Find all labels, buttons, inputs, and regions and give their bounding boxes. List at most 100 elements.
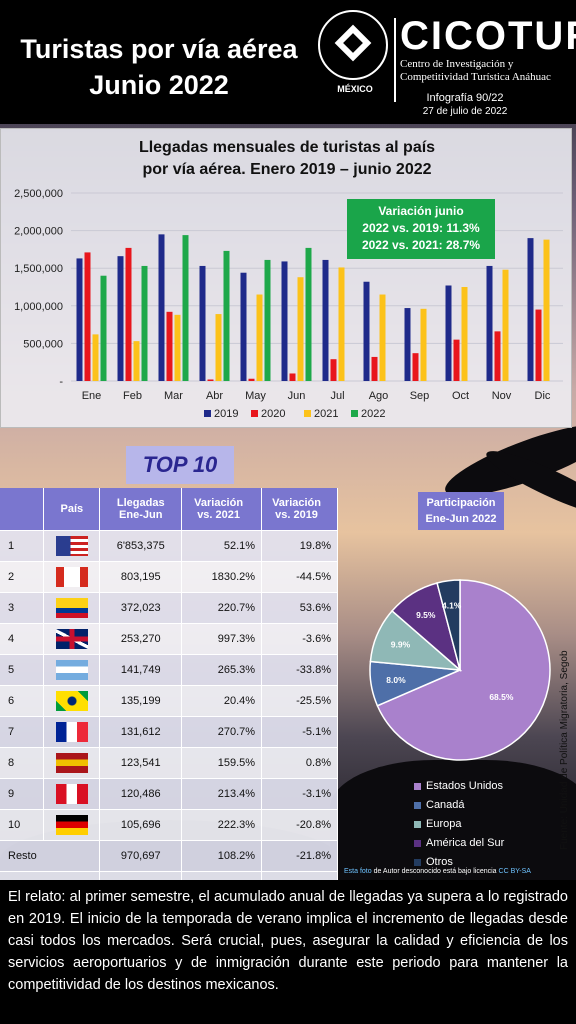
legend-item: Canadá [414, 799, 465, 811]
variation-title: Variación junio [378, 204, 464, 218]
narrative-text: El relato: al primer semestre, el acumul… [0, 880, 576, 1024]
pie-value-label: 4.1% [442, 601, 462, 611]
arrivals-cell: 131,612 [99, 716, 183, 748]
table-row: 8 123,541 159.5% 0.8% [0, 747, 338, 779]
var-2019-cell: -3.1% [261, 778, 338, 810]
brand-subtitle: Centro de Investigación y [400, 58, 514, 70]
legend-swatch [204, 410, 211, 417]
x-tick-label: Mar [164, 390, 183, 402]
table-row: 2 803,195 1830.2% -44.5% [0, 561, 338, 593]
pie-value-label: 68.5% [489, 692, 514, 702]
brand-logo: CICOTUR [400, 14, 576, 58]
monthly-arrivals-chart: - 500,000 1,000,000 1,500,000 2,000,000 2,500… [0, 128, 572, 428]
rank-cell: 9 [0, 778, 45, 810]
bar-2019-Nov [486, 265, 493, 381]
legend-swatch [414, 858, 421, 866]
share-pie-chart: 68.5% 8.0% 9.9% 9.5% 4.1% [369, 579, 551, 761]
x-tick-label: Sep [410, 390, 430, 402]
bar-2021-Abr [215, 314, 222, 381]
x-tick-label: Nov [492, 390, 512, 402]
flag-cell [43, 654, 101, 686]
rank-cell: 6 [0, 685, 45, 717]
var-2019-cell: -20.8% [261, 809, 338, 841]
var-2019-cell: -3.6% [261, 623, 338, 655]
variation-callout: Variación junio 2022 vs. 2019: 11.3% 202… [347, 199, 495, 259]
legend-swatch [351, 410, 358, 417]
header-cell [0, 488, 45, 531]
legend-label: 2022 [361, 408, 385, 420]
variation-vs-2021: 2022 vs. 2021: 28.7% [361, 238, 481, 252]
france-flag-icon [55, 721, 88, 742]
var-2019-cell: -21.8% [261, 840, 338, 872]
legend-label: Otros [426, 856, 453, 868]
bar-2022-Feb [141, 265, 148, 381]
flag-cell [43, 747, 101, 779]
rank-cell: 1 [0, 530, 45, 562]
legend-label: Europa [426, 818, 462, 830]
arrivals-cell: 120,486 [99, 778, 183, 810]
brazil-flag-icon [55, 690, 88, 711]
pie-slice-otros [436, 579, 461, 671]
canada-flag-icon [55, 566, 88, 587]
x-tick-label: Jun [288, 390, 306, 402]
bar-2021-May [256, 294, 263, 381]
rank-cell: 8 [0, 747, 45, 779]
legend-swatch [414, 782, 421, 790]
legend-swatch [414, 801, 421, 809]
bar-2021-Dic [543, 239, 550, 381]
arrivals-cell: 135,199 [99, 685, 183, 717]
header-cell: Variación vs. 2019 [261, 488, 338, 531]
pie-value-label: 8.0% [386, 675, 406, 685]
bar-2020-Dic [535, 309, 542, 381]
legend-label: Canadá [426, 799, 465, 811]
seal-emblem-icon [334, 24, 372, 62]
bar-2020-Abr [207, 379, 214, 381]
top10-table: País Llegadas Ene-Jun Variación vs. 2021 V… [0, 488, 338, 903]
spain-flag-icon [55, 752, 88, 773]
publish-date: 27 de julio de 2022 [422, 106, 508, 117]
bar-2019-Mar [158, 234, 165, 381]
var-2021-cell: 108.2% [181, 840, 263, 872]
table-row: 7 131,612 270.7% -5.1% [0, 716, 338, 748]
table-row: 1 6'853,375 52.1% 19.8% [0, 530, 338, 562]
arrivals-cell: 970,697 [99, 840, 183, 872]
brand-subtitle: Competitividad Turística Anáhuac [400, 71, 551, 83]
legend-swatch [304, 410, 311, 417]
legend-label: 2021 [314, 408, 338, 420]
bar-2020-Jul [330, 359, 337, 381]
legend-swatch [414, 820, 421, 828]
bar-2022-May [264, 259, 271, 381]
flag-cell [43, 561, 101, 593]
arrivals-cell: 6'853,375 [99, 530, 183, 562]
bar-2020-Ago [371, 356, 378, 381]
photo-link[interactable]: Esta foto [344, 868, 372, 875]
table-row: 9 120,486 213.4% -3.1% [0, 778, 338, 810]
photo-credit: Esta foto de Autor desconocido está bajo… [344, 868, 531, 875]
rank-cell: 7 [0, 716, 45, 748]
bar-2021-Jun [297, 277, 304, 381]
flag-cell [43, 778, 101, 810]
flag-cell [43, 592, 101, 624]
license-link[interactable]: CC BY-SA [498, 868, 531, 875]
bar-chart-svg: - 500,000 1,000,000 1,500,000 2,000,000 2,500… [14, 188, 563, 420]
page-subtitle: Junio 2022 [89, 70, 229, 100]
bar-2021-Nov [502, 269, 509, 381]
bar-2019-Abr [199, 265, 206, 381]
header-cell: País [43, 488, 101, 531]
y-tick-label: 1,500,000 [14, 263, 63, 275]
bar-2020-Sep [412, 353, 419, 381]
pie-value-label: 9.5% [416, 610, 436, 620]
bar-2021-Oct [461, 287, 468, 381]
anahuac-seal-logo [318, 10, 388, 80]
bar-2020-Feb [125, 247, 132, 381]
arrivals-cell: 803,195 [99, 561, 183, 593]
flag-cell [43, 716, 101, 748]
arrivals-cell: 372,023 [99, 592, 183, 624]
top10-badge: TOP 10 [126, 446, 234, 484]
row-label-cell: Resto [0, 840, 101, 872]
seal-label: MÉXICO [337, 84, 373, 94]
x-tick-label: Feb [123, 390, 142, 402]
pie-value-label: 9.9% [391, 639, 411, 649]
chart-title: Llegadas mensuales de turistas al país [138, 139, 436, 156]
header-divider [394, 18, 396, 102]
